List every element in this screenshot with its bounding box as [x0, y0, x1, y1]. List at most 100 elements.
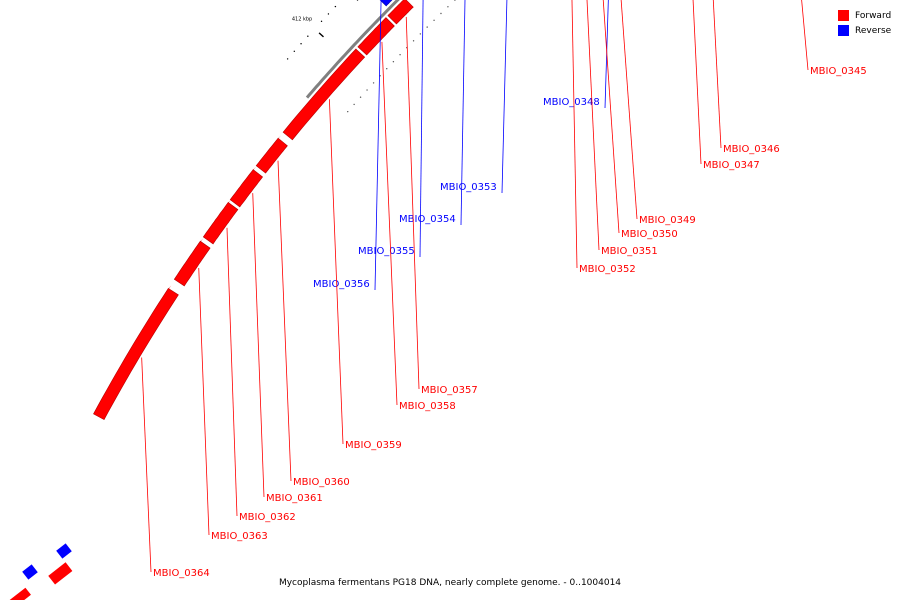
gene-label: MBIO_0347 [703, 160, 760, 171]
gene-body [173, 240, 211, 287]
tick-label: 412 kbp [292, 17, 312, 23]
gene-fragment [9, 587, 31, 600]
reverse-swatch [838, 25, 849, 36]
gene-leader-line [571, 0, 578, 269]
backbone-line [305, 0, 400, 99]
gene-fragment [22, 564, 38, 580]
minor-tick [327, 13, 330, 15]
gene-label: MBIO_0363 [211, 531, 268, 542]
gene-mbio_0357[interactable] [387, 0, 414, 25]
minor-tick [307, 35, 309, 37]
gene-leader-line [252, 193, 265, 498]
gene-label: MBIO_0362 [239, 512, 296, 523]
gene-mbio_0364[interactable] [93, 285, 179, 421]
gene-body [229, 169, 264, 208]
legend: Forward Reverse [838, 8, 891, 38]
legend-forward: Forward [838, 8, 891, 23]
gene-label: MBIO_0364 [153, 568, 210, 579]
backbone [305, 0, 400, 99]
gene-label: MBIO_0355 [358, 246, 415, 257]
gene-features [9, 0, 414, 600]
gene-label: MBIO_0352 [579, 264, 636, 275]
minor-tick [366, 89, 368, 91]
gene-body [387, 0, 414, 25]
gene-label: MBIO_0346 [723, 144, 780, 155]
gene-leader-line [692, 0, 702, 165]
gene-body [379, 0, 393, 7]
minor-tick [293, 50, 296, 53]
legend-forward-label: Forward [855, 10, 892, 21]
gene-leader-line [602, 0, 620, 234]
gene-leader-line [604, 0, 609, 109]
major-tick [318, 32, 324, 38]
gene-leader-line [586, 0, 600, 251]
gene-leader-line [501, 0, 508, 194]
gene-leader-line [226, 227, 238, 517]
gene-fragment [56, 543, 72, 559]
gene-leader-line [198, 268, 210, 536]
gene-label: MBIO_0351 [601, 246, 658, 257]
gene-fragment [48, 562, 73, 585]
minor-tick [440, 12, 442, 15]
legend-reverse-label: Reverse [855, 25, 892, 36]
legend-reverse: Reverse [838, 23, 891, 38]
gene-leader-line [277, 160, 292, 482]
minor-tick [426, 26, 428, 28]
gene-label: MBIO_0359 [345, 440, 402, 451]
minor-tick [286, 58, 289, 60]
minor-tick [372, 82, 375, 84]
minor-tick [399, 53, 401, 56]
gene-leader-line [374, 0, 382, 291]
gene-label: MBIO_0353 [440, 182, 497, 193]
gene-mbio_0358[interactable] [357, 14, 395, 56]
gene-leader-line [801, 0, 809, 71]
gene-leader-line [620, 0, 638, 220]
gene-leader-line [328, 99, 344, 445]
minor-tick [353, 103, 355, 106]
gene-body [202, 201, 239, 245]
gene-mbio_0359[interactable] [282, 46, 366, 141]
gene-mbio_0360[interactable] [255, 135, 288, 174]
minor-tick [300, 43, 302, 45]
gene-body [282, 48, 366, 141]
minor-tick [347, 110, 349, 113]
genome-caption: Mycoplasma fermentans PG18 DNA, nearly c… [278, 578, 622, 588]
minor-tick [359, 96, 362, 98]
gene-leader-line [381, 41, 398, 406]
tick-marks: 388 kbp390 kbp392 kbp394 kbp396 kbp398 k… [286, 0, 456, 113]
minor-tick [386, 68, 388, 70]
gene-label: MBIO_0358 [399, 401, 456, 412]
gene-label: MBIO_0348 [543, 97, 600, 108]
gene-labels: MBIO_0345 MBIO_0346 MBIO_0347 MBIO_0348 MBIO… [141, 0, 867, 579]
minor-tick [320, 20, 323, 23]
gene-label: MBIO_0349 [639, 215, 696, 226]
gene-leader-line [712, 0, 722, 149]
minor-tick [392, 60, 395, 63]
gene-mbio_0363[interactable] [173, 238, 211, 287]
gene-label: MBIO_0357 [421, 385, 478, 396]
gene-mbio_0356[interactable] [378, 0, 400, 7]
gene-label: MBIO_0356 [313, 279, 370, 290]
gene-label: MBIO_0360 [293, 477, 350, 488]
gene-body [93, 287, 179, 421]
gene-leader-line [141, 357, 152, 573]
minor-tick [419, 33, 422, 35]
gene-body [255, 137, 288, 174]
minor-tick [447, 6, 449, 8]
gene-leader-line [419, 0, 424, 258]
forward-swatch [838, 10, 849, 21]
gene-leader-line [460, 0, 466, 226]
gene-mbio_0361[interactable] [229, 166, 264, 208]
minor-tick [334, 5, 337, 8]
gene-leader-line [405, 16, 420, 390]
gene-label: MBIO_0361 [266, 493, 323, 504]
minor-tick [454, 0, 456, 1]
minor-tick [433, 19, 435, 21]
gene-mbio_0362[interactable] [202, 199, 239, 245]
gene-body [357, 17, 395, 56]
gene-label: MBIO_0350 [621, 229, 678, 240]
gene-label: MBIO_0354 [399, 214, 456, 225]
minor-tick [412, 40, 415, 42]
gene-label: MBIO_0345 [810, 66, 867, 77]
